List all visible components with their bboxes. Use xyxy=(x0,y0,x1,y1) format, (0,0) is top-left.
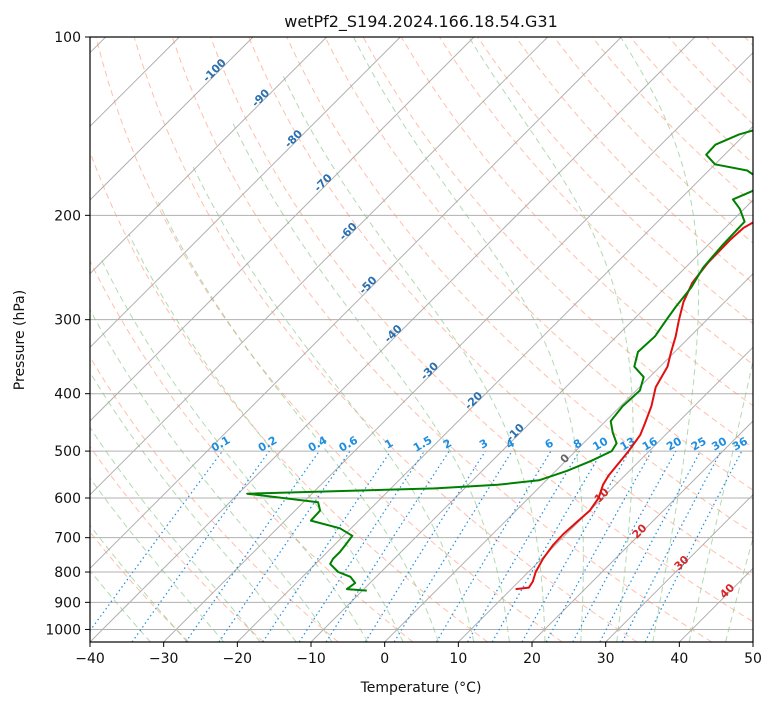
dry-adiabat xyxy=(248,37,753,578)
x-tick-label: 10 xyxy=(449,651,467,667)
y-tick-label: 800 xyxy=(54,565,81,581)
x-tick-label: −30 xyxy=(149,651,179,667)
isotherm-gridline xyxy=(531,420,753,642)
y-tick-label: 700 xyxy=(54,531,81,547)
moist-adiabat xyxy=(157,201,439,642)
x-tick-label: 20 xyxy=(523,651,541,667)
isotherm-gridline xyxy=(457,346,753,642)
isotherm-gridline xyxy=(90,37,328,275)
moist-adiabat xyxy=(232,123,510,642)
mixing-ratio-line xyxy=(218,450,351,642)
dry-adiabat xyxy=(95,37,563,642)
mixing-ratio-line xyxy=(364,450,486,642)
isotherm-gridline xyxy=(163,51,753,642)
isotherm-gridline xyxy=(384,272,753,642)
isotherm-gridline xyxy=(90,37,696,642)
moist-adiabat xyxy=(688,358,753,642)
moist-adiabat xyxy=(99,256,369,642)
mixing-ratio-line xyxy=(599,450,702,642)
y-tick-label: 400 xyxy=(54,387,81,403)
x-tick-label: 40 xyxy=(670,651,688,667)
dry-adiabat xyxy=(90,259,414,642)
dry-adiabat xyxy=(90,445,264,642)
mixing-ratio-line xyxy=(393,450,513,642)
moist-adiabat xyxy=(353,37,584,642)
plot-frame xyxy=(89,36,754,643)
dry-adiabat xyxy=(210,37,753,623)
mixing-ratio-line xyxy=(466,450,580,642)
y-axis-label: Pressure (hPa) xyxy=(12,290,28,390)
dry-adiabat xyxy=(515,37,753,284)
moist-adiabat xyxy=(90,524,188,642)
dry-adiabat xyxy=(133,37,638,642)
isotherm-gridline xyxy=(90,37,549,496)
x-tick-label: 50 xyxy=(744,651,762,667)
mixing-ratio-line xyxy=(572,450,677,642)
moist-adiabat xyxy=(128,233,404,642)
moist-adiabat xyxy=(90,308,333,642)
y-tick-label: 100 xyxy=(54,30,81,46)
isotherm-gridline xyxy=(90,37,475,422)
x-tick-label: −20 xyxy=(223,651,253,667)
moist-adiabat xyxy=(90,477,225,642)
dry-adiabat xyxy=(171,37,712,642)
axis-ticks: −40 −30 −20 −10 0 10 20 30 40 50 100 200 300 400 500 60… xyxy=(45,30,762,667)
moist-adiabat xyxy=(90,371,297,642)
y-tick-label: 600 xyxy=(54,491,81,507)
mixing-ratio-line xyxy=(262,450,392,642)
moist-adiabat xyxy=(90,426,261,642)
isotherm-gridline xyxy=(236,125,753,642)
temperature-profile xyxy=(515,221,753,591)
moist-adiabat xyxy=(620,37,700,642)
y-tick-label: 300 xyxy=(54,313,81,329)
x-axis-label: Temperature (°C) xyxy=(360,680,482,696)
chart-title: wetPf2_S194.2024.166.18.54.G31 xyxy=(284,12,558,32)
y-tick-label: 500 xyxy=(54,444,81,460)
isotherm-gridline xyxy=(605,493,753,642)
x-tick-label: 0 xyxy=(380,651,389,667)
mixing-ratio-line xyxy=(435,450,552,642)
dry-adiabat xyxy=(286,37,753,534)
y-tick-label: 1000 xyxy=(45,622,81,638)
y-tick-label: 200 xyxy=(54,208,81,224)
moist-adiabat xyxy=(725,536,753,642)
isotherm-gridline xyxy=(90,37,254,201)
y-tick-label: 900 xyxy=(54,595,81,611)
background-lines xyxy=(90,37,753,642)
x-tick-label: −10 xyxy=(296,651,326,667)
plot-background xyxy=(90,37,753,642)
mixing-ratio-line xyxy=(185,450,320,642)
isotherm-gridline xyxy=(90,37,622,570)
dewpoint-profile xyxy=(246,129,753,592)
isotherm-gridline xyxy=(90,37,401,349)
profile-lines xyxy=(246,129,753,592)
dry-adiabat xyxy=(324,37,753,491)
x-tick-label: −40 xyxy=(75,651,105,667)
moist-adiabat xyxy=(192,165,475,642)
x-tick-label: 30 xyxy=(597,651,615,667)
mixing-ratio-line xyxy=(325,450,450,642)
mixing-ratio-line xyxy=(298,450,425,642)
